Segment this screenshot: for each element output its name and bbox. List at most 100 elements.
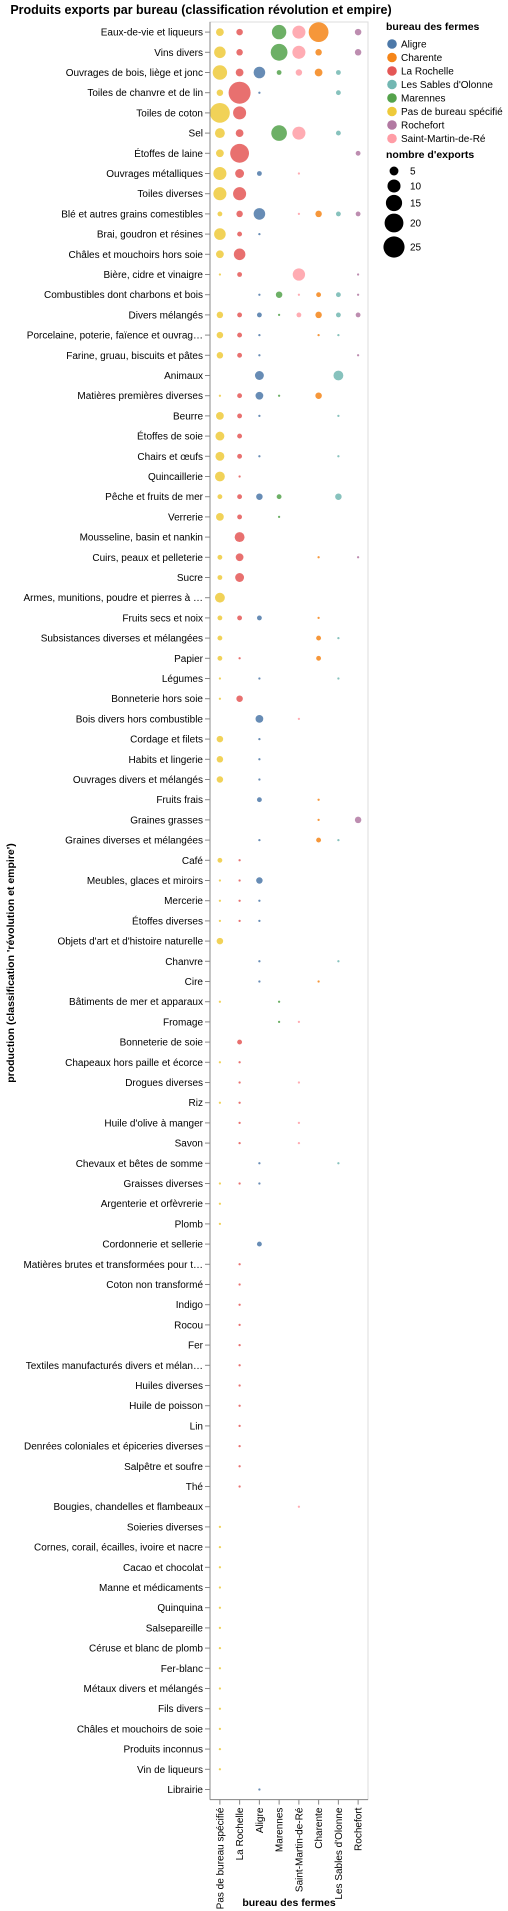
y-tick-label: Cordage et filets <box>130 735 203 746</box>
bubble-subsistances-diverses-et-melangees-les-sables-d-olonne <box>337 636 340 640</box>
y-tick-label: Drogues diverses <box>125 1078 203 1089</box>
bubble-riz-pas-de-bureau-specifie <box>218 1101 222 1104</box>
bubble-etoffes-de-laine-la-rochelle <box>230 143 250 163</box>
y-tick-label: Matières brutes et transformées pour t… <box>23 1260 203 1271</box>
y-tick-label: Meubles, glaces et miroirs <box>87 876 203 887</box>
bubble-legumes-pas-de-bureau-specifie <box>218 677 222 680</box>
bubble-porcelaine-poterie-faience-et-ouvrag-charente <box>317 333 320 337</box>
y-tick-label: Céruse et blanc de plomb <box>89 1644 203 1655</box>
bubble-beurre-aligre <box>258 414 261 418</box>
x-tick-label: Rochefort <box>354 1807 365 1851</box>
bubble-cire-aligre <box>258 980 261 983</box>
legend-label-marennes: Marennes <box>401 94 445 105</box>
bubble-matieres-premieres-diverses-marennes <box>277 394 281 397</box>
bubble-bougies-chandelles-et-flambeaux-saint-martin-de-re <box>297 1505 301 1508</box>
bubble-graines-diverses-et-melangees-les-sables-d-olonne <box>337 838 340 842</box>
legend-swatch-saint-martin-de-re <box>387 133 397 144</box>
bubble-toiles-diverses-la-rochelle <box>233 187 247 201</box>
bubble-etoffes-de-soie-la-rochelle <box>237 433 243 439</box>
bubble-vins-divers-saint-martin-de-re <box>292 45 306 59</box>
bubble-meubles-glaces-et-miroirs-aligre <box>256 877 263 884</box>
bubble-toiles-diverses-pas-de-bureau-specifie <box>213 187 227 201</box>
size-legend-circle-25 <box>383 236 405 258</box>
bubble-farine-gruau-biscuits-et-pates-aligre <box>258 354 261 357</box>
bubble-cordage-et-filets-pas-de-bureau-specifie <box>216 735 224 743</box>
y-tick-label: Pêche et fruits de mer <box>105 492 203 503</box>
bubble-etoffes-de-laine-pas-de-bureau-specifie <box>216 149 224 158</box>
y-tick-label: Bâtiments de mer et apparaux <box>69 997 203 1008</box>
bubble-farine-gruau-biscuits-et-pates-rochefort <box>356 354 360 357</box>
legend-swatch-la-rochelle <box>387 66 397 76</box>
legend-label-la-rochelle: La Rochelle <box>401 67 454 78</box>
bubble-rocou-la-rochelle <box>238 1323 241 1327</box>
bubble-lin-la-rochelle <box>238 1424 241 1428</box>
bubble-peche-et-fruits-de-mer-aligre <box>256 493 263 500</box>
legend-swatch-les-sables-d-olonne <box>387 79 397 90</box>
bubble-manne-et-medicaments-pas-de-bureau-specifie <box>218 1586 222 1589</box>
bubble-cuirs-peaux-et-pelleterie-charente <box>317 556 320 559</box>
bubble-peche-et-fruits-de-mer-pas-de-bureau-specifie <box>217 494 223 500</box>
y-tick-label: Salpêtre et soufre <box>124 1462 203 1473</box>
bubble-mercerie-la-rochelle <box>238 899 241 902</box>
bubble-matieres-premieres-diverses-pas-de-bureau-specifie <box>218 394 222 397</box>
bubble-porcelaine-poterie-faience-et-ouvrag-aligre <box>258 333 261 337</box>
bubble-chairs-et-ufs-la-rochelle <box>237 453 243 459</box>
bubble-brai-goudron-et-resines-la-rochelle <box>237 231 243 237</box>
y-tick-label: Métaux divers et mélangés <box>83 1684 203 1695</box>
y-tick-label: Fer-blanc <box>161 1664 203 1675</box>
bubble-cuirs-peaux-et-pelleterie-la-rochelle <box>235 553 244 562</box>
y-tick-label: Légumes <box>162 674 203 685</box>
bubble-ouvrages-de-bois-liege-et-jonc-les-sables-d-olonne <box>335 70 341 75</box>
bubble-coton-non-transforme-la-rochelle <box>238 1283 241 1286</box>
bubble-chales-et-mouchoirs-hors-soie-la-rochelle <box>233 248 246 261</box>
bubble-ble-et-autres-grains-comestibles-rochefort <box>355 211 361 217</box>
bubble-salsepareille-pas-de-bureau-specifie <box>218 1626 222 1630</box>
bubble-drogues-diverses-la-rochelle <box>238 1081 241 1084</box>
plot-area <box>209 21 369 1801</box>
bubble-riz-la-rochelle <box>238 1101 241 1104</box>
legend-label-saint-martin-de-re: Saint-Martin-de-Ré <box>401 134 486 145</box>
bubble-cordonnerie-et-sellerie-aligre <box>256 1241 262 1247</box>
bubble-vins-divers-pas-de-bureau-specifie <box>214 46 226 59</box>
bubble-chales-et-mouchoirs-hors-soie-pas-de-bureau-specifie <box>216 250 224 259</box>
y-tick-label: Combustibles dont charbons et bois <box>44 290 203 301</box>
bubble-meubles-glaces-et-miroirs-pas-de-bureau-specifie <box>218 879 222 882</box>
bubble-biere-cidre-et-vinaigre-saint-martin-de-re <box>292 268 306 281</box>
legend-swatch-pas-de-bureau-specifie <box>387 106 397 117</box>
y-tick-label: Bonneterie hors soie <box>111 694 203 705</box>
y-tick-label: Salsepareille <box>146 1623 204 1634</box>
y-tick-label: Fromage <box>163 1017 203 1028</box>
y-tick-label: Librairie <box>167 1785 203 1796</box>
y-tick-label: Denrées coloniales et épiceries diverses <box>24 1442 203 1453</box>
bubble-legumes-aligre <box>258 677 261 680</box>
bubble-divers-melanges-les-sables-d-olonne <box>335 312 341 318</box>
legend: bureau des fermes Aligre Charente La Roche… <box>383 21 503 258</box>
x-axis: Pas de bureau spécifié La Rochelle Aligre M… <box>210 1799 368 1909</box>
bubble-toiles-de-chanvre-et-de-lin-la-rochelle <box>228 81 251 104</box>
bubble-graisses-diverses-aligre <box>258 1182 261 1185</box>
bubble-cuirs-peaux-et-pelleterie-rochefort <box>356 556 360 559</box>
y-tick-label: Cornes, corail, écailles, ivoire et nacr… <box>34 1543 203 1554</box>
y-tick-label: Huiles diverses <box>135 1381 203 1392</box>
y-axis: Eaux-de-vie et liqueurs Vins divers Ouvrag… <box>23 22 211 1800</box>
bubble-graines-grasses-rochefort <box>354 816 362 824</box>
bubble-produits-inconnus-pas-de-bureau-specifie <box>218 1747 222 1751</box>
bubble-quincaillerie-la-rochelle <box>238 475 241 478</box>
size-legend-circle-15 <box>385 194 403 212</box>
bubble-animaux-aligre <box>254 371 264 380</box>
bubble-argenterie-et-orfevrerie-pas-de-bureau-specifie <box>218 1202 222 1205</box>
bubble-drogues-diverses-saint-martin-de-re <box>297 1081 301 1084</box>
bubble-vins-divers-rochefort <box>354 49 362 56</box>
y-tick-label: Manne et médicaments <box>99 1583 203 1594</box>
x-tick-label: Charente <box>314 1807 325 1849</box>
bubble-sel-pas-de-bureau-specifie <box>214 128 225 139</box>
bubble-fruits-secs-et-noix-charente <box>317 616 320 620</box>
bubble-cafe-pas-de-bureau-specifie <box>217 857 223 863</box>
bubble-ouvrages-de-bois-liege-et-jonc-aligre <box>253 66 266 79</box>
bubble-etoffes-de-soie-pas-de-bureau-specifie <box>215 431 225 441</box>
bubble-legumes-les-sables-d-olonne <box>337 677 340 680</box>
bubble-huile-d-olive-a-manger-saint-martin-de-re <box>297 1121 301 1125</box>
legend-swatch-rochefort <box>387 120 397 130</box>
bubble-ouvrages-divers-et-melanges-aligre <box>258 778 261 781</box>
